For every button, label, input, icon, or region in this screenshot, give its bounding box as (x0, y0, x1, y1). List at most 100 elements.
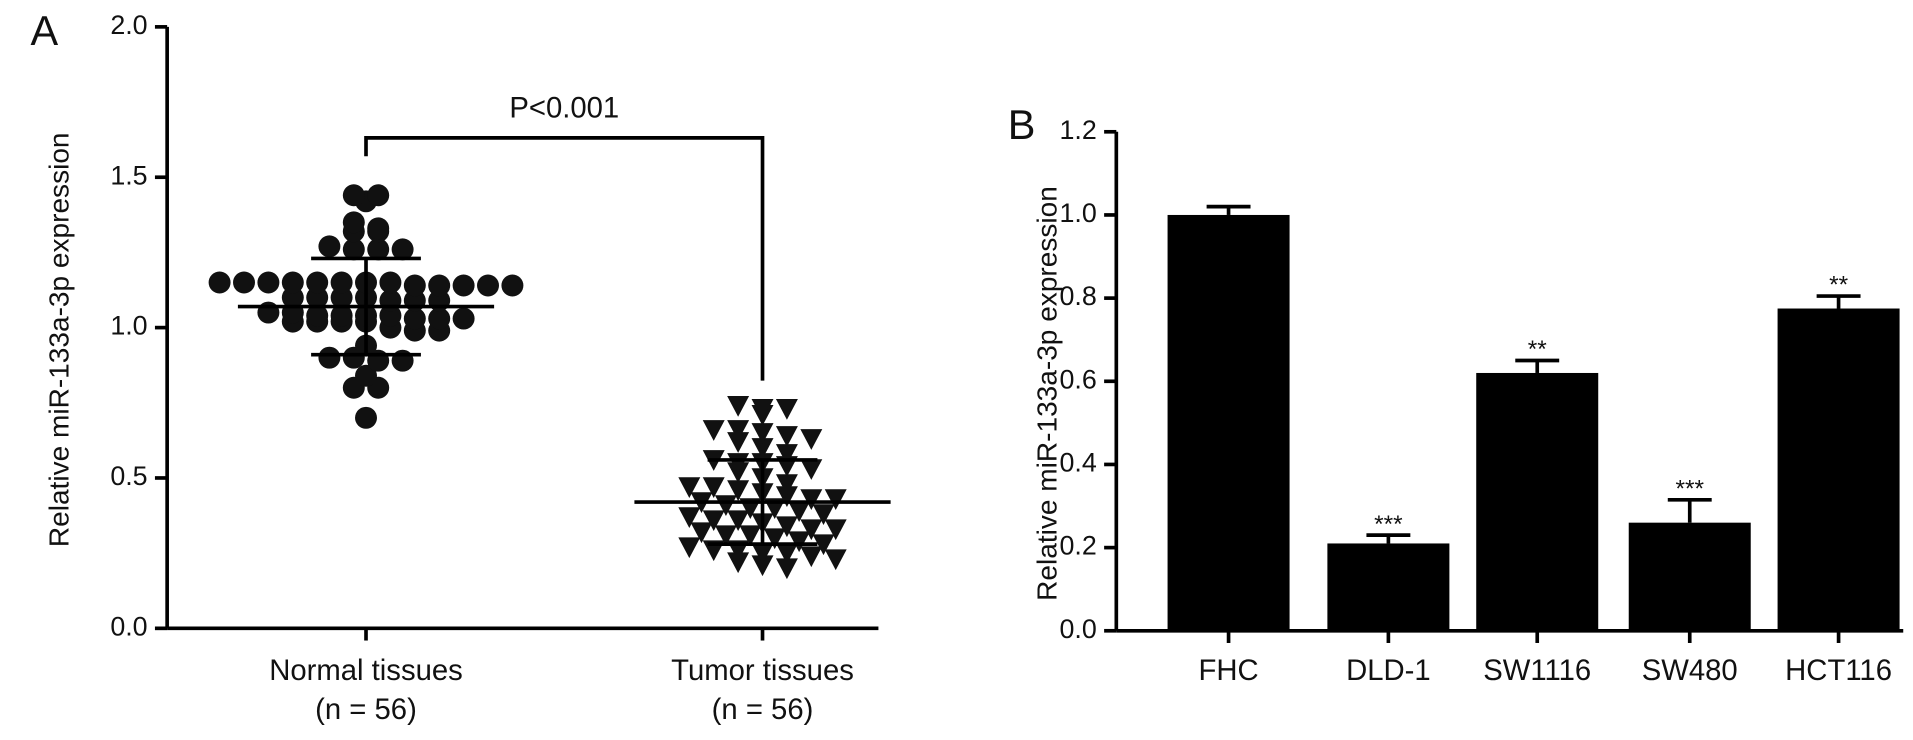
x-tick-label: FHC (1198, 654, 1258, 687)
data-point (367, 184, 390, 207)
data-point (428, 274, 451, 297)
data-point (763, 528, 786, 550)
data-point (306, 304, 329, 327)
y-tick-label: 0.4 (1060, 448, 1097, 478)
data-point (690, 522, 713, 544)
y-tick-label: 1.0 (1060, 198, 1097, 228)
data-point (727, 432, 750, 453)
data-point (727, 510, 750, 532)
data-point (739, 525, 762, 547)
data-point (452, 274, 475, 297)
data-point (342, 211, 365, 234)
significance-label: *** (1374, 511, 1403, 538)
data-point (800, 489, 823, 511)
data-point (751, 423, 774, 444)
bar (1167, 214, 1290, 631)
bar (1327, 543, 1450, 631)
y-axis-label: Relative miR-133a-3p expression (1032, 186, 1063, 601)
data-point (727, 552, 750, 574)
data-point (788, 501, 811, 523)
data-point (379, 304, 402, 327)
significance-label: *** (1675, 475, 1704, 502)
x-tick-label: SW480 (1642, 654, 1738, 687)
data-point (257, 271, 280, 294)
x-tick-label: SW1116 (1483, 654, 1591, 687)
x-tick-label: HCT116 (1785, 654, 1892, 687)
data-point (702, 420, 725, 441)
data-point (775, 399, 798, 420)
data-point (281, 286, 304, 309)
data-point (714, 525, 737, 547)
y-tick-label: 1.5 (110, 160, 147, 190)
data-point (342, 184, 365, 207)
data-point (208, 271, 231, 294)
data-point (678, 507, 701, 529)
data-point (812, 534, 835, 556)
x-tick-label: Normal tissues (269, 654, 463, 687)
data-point (403, 307, 426, 330)
data-point (678, 537, 701, 559)
data-point (367, 238, 390, 261)
significance-label: ** (1528, 336, 1547, 363)
bar (1777, 308, 1900, 631)
data-point (824, 549, 847, 571)
data-point (391, 238, 414, 261)
data-point (330, 304, 353, 327)
x-tick-sublabel: (n = 56) (315, 693, 417, 726)
data-point (775, 486, 798, 507)
significance-bracket (364, 136, 765, 381)
data-point (678, 477, 701, 498)
bar (1628, 522, 1751, 631)
data-point (751, 438, 774, 459)
y-axis-label: Relative miR-133a-3p expression (43, 132, 74, 547)
data-point (318, 235, 341, 258)
data-point (306, 271, 329, 294)
data-point (428, 307, 451, 330)
data-point (318, 346, 341, 369)
data-point (355, 406, 377, 429)
data-point (477, 274, 499, 297)
data-point (281, 271, 304, 294)
data-point (775, 558, 798, 580)
data-point (330, 286, 353, 309)
y-tick-label: 0.2 (1060, 531, 1097, 561)
data-point (330, 271, 353, 294)
x-tick-sublabel: (n = 56) (712, 693, 814, 726)
data-point (775, 444, 798, 465)
y-tick-label: 0.0 (110, 611, 147, 641)
data-point (367, 217, 390, 240)
data-point (812, 504, 835, 526)
data-point (824, 489, 847, 511)
y-tick-label: 0.5 (110, 461, 147, 491)
y-tick-label: 0.0 (1060, 614, 1097, 644)
data-point (800, 429, 823, 450)
data-point (702, 477, 725, 498)
data-point (800, 546, 823, 568)
data-point (379, 271, 402, 294)
data-point (702, 510, 725, 532)
data-point (800, 459, 823, 480)
x-tick-label: DLD-1 (1346, 654, 1431, 687)
data-point (452, 307, 475, 330)
y-tick-label: 0.6 (1060, 364, 1097, 394)
data-point (342, 238, 365, 261)
x-tick-label: Tumor tissues (671, 654, 854, 687)
data-point (775, 543, 798, 565)
data-point (824, 519, 847, 541)
data-point (788, 531, 811, 553)
data-point (800, 519, 823, 541)
data-point (727, 396, 750, 417)
data-point (306, 286, 329, 309)
y-tick-label: 0.8 (1060, 281, 1097, 311)
data-point (501, 274, 524, 297)
data-point (403, 274, 426, 297)
y-tick-label: 1.2 (1060, 115, 1097, 145)
annotation: P<0.001 (509, 92, 619, 125)
data-point (775, 516, 798, 538)
data-point (727, 420, 750, 441)
panel-label: A (31, 7, 59, 54)
data-point (727, 480, 750, 501)
data-point (775, 474, 798, 495)
